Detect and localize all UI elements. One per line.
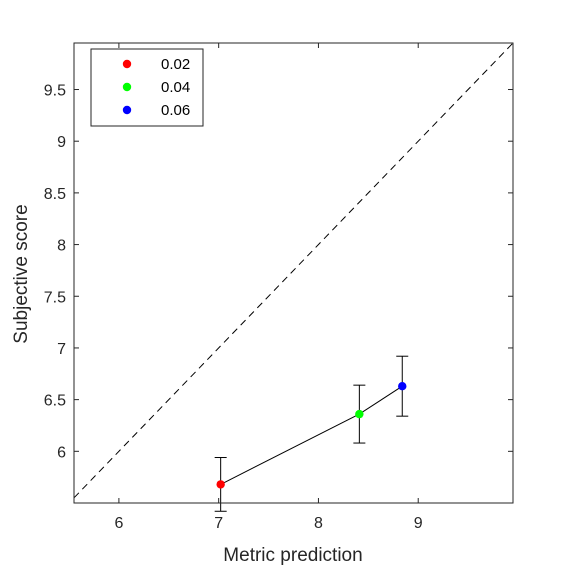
y-axis-label: Subjective score bbox=[11, 204, 32, 343]
y-tick-label: 7.5 bbox=[44, 289, 66, 306]
y-tick-label: 8.5 bbox=[44, 186, 66, 203]
legend-marker bbox=[122, 59, 132, 69]
identity-line bbox=[73, 42, 514, 499]
data-point bbox=[216, 480, 225, 489]
plot-area: 6 7 8 9 6 6.5 7 7.5 8 8.5 9 9.5 0.02 0.04 0.06 bbox=[44, 42, 514, 532]
legend-marker bbox=[122, 105, 132, 115]
y-tick-label: 9.5 bbox=[44, 83, 66, 100]
x-tick-label: 7 bbox=[214, 515, 223, 532]
legend-label: 0.06 bbox=[161, 102, 190, 119]
legend-marker bbox=[122, 82, 132, 92]
y-tick-label: 6.5 bbox=[44, 393, 66, 410]
legend-label: 0.02 bbox=[161, 56, 190, 73]
x-tick-label: 9 bbox=[414, 515, 423, 532]
legend-label: 0.04 bbox=[161, 79, 190, 96]
y-tick-label: 7 bbox=[57, 341, 66, 358]
y-tick-label: 6 bbox=[57, 444, 66, 461]
axes-box bbox=[73, 42, 514, 504]
data-point bbox=[355, 409, 364, 419]
data-point bbox=[398, 381, 407, 391]
y-tick-label: 9 bbox=[57, 134, 66, 151]
x-axis-label: Metric prediction bbox=[223, 545, 362, 566]
y-tick-label: 8 bbox=[57, 238, 66, 255]
x-tick-label: 6 bbox=[114, 515, 123, 532]
legend-box bbox=[90, 48, 204, 127]
x-tick-label: 8 bbox=[314, 515, 323, 532]
